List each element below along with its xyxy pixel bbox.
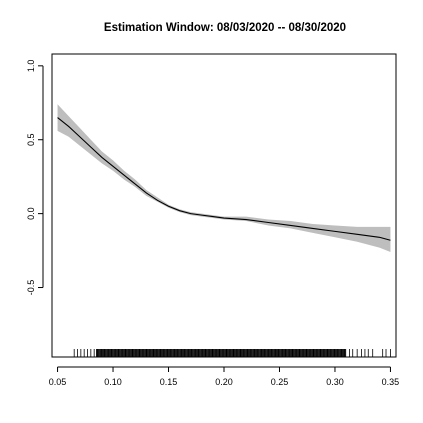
x-tick-label: 0.20 (215, 377, 233, 387)
x-tick-label: 0.15 (160, 377, 178, 387)
y-tick-label: 1.0 (26, 60, 36, 73)
x-tick-label: 0.10 (104, 377, 122, 387)
chart-title: Estimation Window: 08/03/2020 -- 08/30/2… (104, 22, 346, 34)
x-tick-label: 0.35 (382, 377, 400, 387)
y-tick-label: 0.5 (26, 133, 36, 146)
plot-frame (51, 53, 397, 358)
fit-line (57, 117, 391, 241)
y-tick-label: -0.5 (26, 280, 36, 296)
y-tick-label: 0.0 (26, 207, 36, 220)
plot-area (57, 104, 391, 253)
x-tick-label: 0.05 (49, 377, 67, 387)
confidence-band (57, 104, 391, 253)
rug (73, 349, 391, 357)
axes: 0.05 0.10 0.15 0.20 0.25 0.30 0.35 -0.5 0.0 0.5 1.… (26, 53, 400, 387)
x-tick-label: 0.25 (271, 377, 289, 387)
x-tick-label: 0.30 (326, 377, 344, 387)
